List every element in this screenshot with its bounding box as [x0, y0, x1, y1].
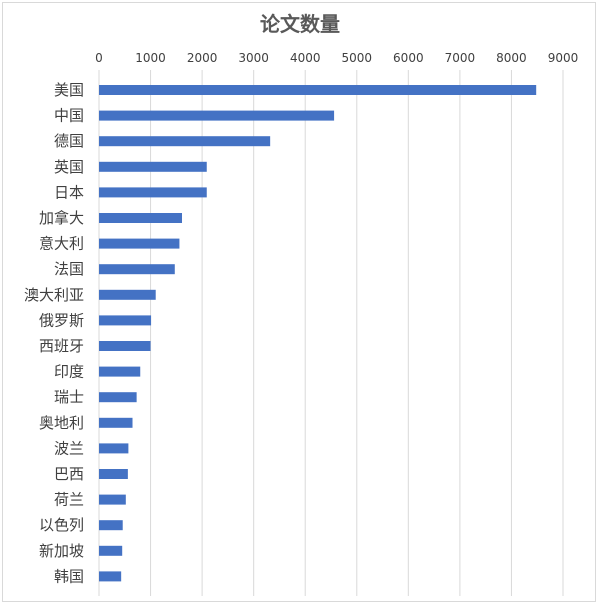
bar — [99, 494, 126, 505]
bar — [99, 161, 207, 172]
x-tick-label: 4000 — [290, 51, 321, 65]
bar — [99, 571, 122, 582]
category-labels: 美国中国德国英国日本加拿大意大利法国澳大利亚俄罗斯西班牙印度瑞士奥地利波兰巴西荷… — [24, 81, 84, 585]
x-tick-label: 0 — [95, 51, 103, 65]
x-tick-label: 5000 — [342, 51, 373, 65]
category-label: 奥地利 — [39, 414, 84, 432]
grid-lines — [98, 70, 564, 596]
bar — [99, 110, 335, 121]
bar — [99, 315, 152, 326]
category-label: 美国 — [54, 81, 84, 99]
category-label: 西班牙 — [39, 337, 84, 355]
bar — [99, 520, 123, 531]
category-label: 日本 — [54, 183, 84, 201]
category-label: 意大利 — [39, 235, 84, 253]
category-label: 新加坡 — [39, 542, 84, 560]
bar — [99, 366, 141, 377]
x-tick-label: 2000 — [187, 51, 218, 65]
x-tick-label: 7000 — [445, 51, 476, 65]
category-label: 荷兰 — [54, 491, 84, 509]
category-label: 韩国 — [54, 567, 84, 585]
bars — [99, 85, 537, 582]
category-label: 俄罗斯 — [39, 311, 84, 329]
bar — [99, 545, 123, 556]
category-label: 波兰 — [54, 439, 84, 457]
bar — [99, 213, 183, 223]
category-label: 印度 — [54, 363, 84, 381]
x-tick-label: 8000 — [496, 51, 527, 65]
category-label: 英国 — [54, 158, 84, 176]
bar — [99, 469, 128, 479]
category-label: 中国 — [54, 107, 84, 125]
bar — [99, 417, 133, 428]
x-tick-labels: 0 1000 2000 3000 4000 5000 6000 7000 8000 9000 — [95, 51, 578, 65]
bar — [99, 392, 137, 403]
x-tick-label: 3000 — [238, 51, 269, 65]
bar — [99, 264, 175, 275]
chart-title: 论文数量 — [260, 12, 340, 36]
bar — [99, 187, 207, 198]
bar — [99, 238, 180, 249]
category-label: 澳大利亚 — [24, 286, 84, 304]
bar — [99, 289, 156, 300]
category-label: 巴西 — [54, 465, 84, 483]
bar — [99, 85, 537, 95]
bar — [99, 443, 129, 454]
category-label: 瑞士 — [54, 388, 84, 406]
category-label: 法国 — [54, 260, 84, 278]
x-tick-label: 9000 — [548, 51, 579, 65]
x-tick-label: 6000 — [393, 51, 424, 65]
category-label: 以色列 — [39, 516, 84, 534]
x-tick-label: 1000 — [135, 51, 166, 65]
bar — [99, 136, 271, 147]
bar — [99, 341, 151, 351]
category-label: 加拿大 — [39, 209, 84, 227]
category-label: 德国 — [54, 132, 84, 150]
